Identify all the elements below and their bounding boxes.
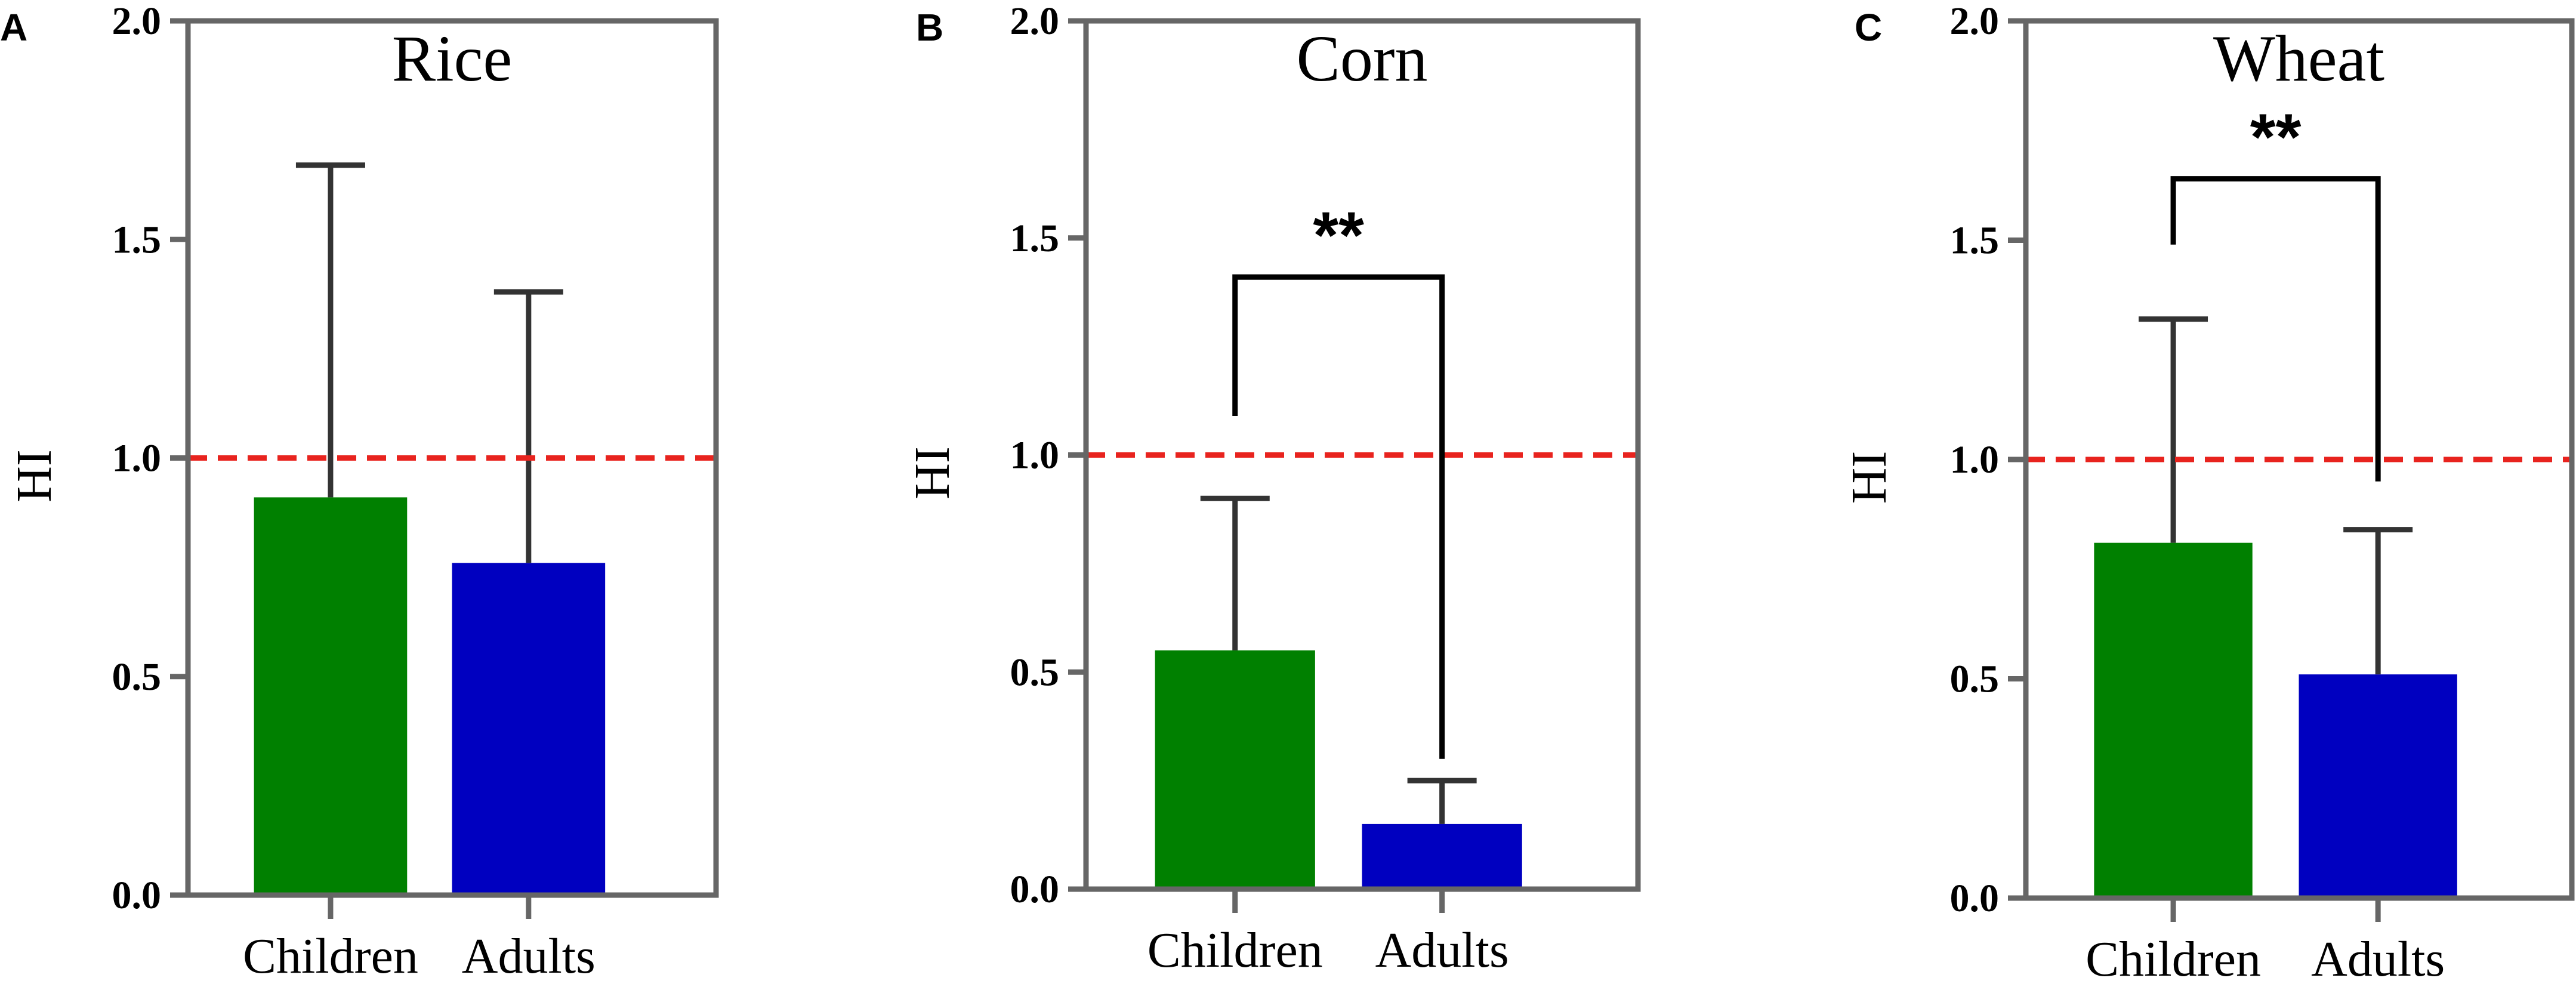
y-tick-label: 1.5 (112, 218, 162, 261)
y-tick-label: 1.0 (1010, 434, 1060, 477)
bar-adults (2299, 674, 2457, 898)
panel-label: A (0, 6, 27, 49)
y-tick-label: 1.0 (1950, 438, 2000, 482)
bar-adults (1362, 823, 1522, 889)
y-tick-label: 2.0 (1950, 0, 2000, 43)
bar-children (1155, 650, 1315, 889)
x-tick-label: Adults (462, 929, 596, 984)
y-tick-label: 2.0 (112, 0, 162, 43)
x-tick-label: Children (243, 929, 418, 984)
x-tick-label: Adults (1375, 923, 1509, 978)
y-tick-label: 0.0 (1010, 868, 1060, 911)
y-tick-label: 1.0 (112, 437, 162, 480)
chart-title: Corn (1297, 22, 1428, 95)
y-axis-label: HI (905, 446, 960, 499)
y-tick-label: 0.0 (1950, 877, 2000, 920)
y-axis-label: HI (1841, 451, 1897, 504)
bar-adults (452, 563, 606, 895)
y-tick-label: 1.5 (1950, 219, 2000, 263)
significance-label: ** (1313, 199, 1364, 272)
bar-children (2094, 542, 2253, 898)
y-tick-label: 0.5 (112, 655, 162, 699)
panel-label: C (1855, 6, 1882, 49)
y-tick-label: 2.0 (1010, 0, 1060, 43)
y-axis-label: HI (7, 449, 62, 502)
chart-title: Rice (392, 22, 513, 95)
chart-panel-b: B HI ** 0.0 0.5 1.0 1.5 2.0 Children Adults Corn (905, 0, 1641, 978)
chart-title: Wheat (2213, 22, 2384, 95)
y-tick-label: 0.0 (112, 874, 162, 917)
chart-panel-a: A HI 0.0 0.5 1.0 1.5 2.0 Children Adults Rice (0, 0, 719, 984)
significance-bracket (1232, 274, 1445, 759)
panel-label: B (916, 6, 943, 49)
significance-label: ** (2250, 101, 2302, 174)
y-tick-label: 1.5 (1010, 217, 1060, 260)
y-tick-label: 0.5 (1950, 658, 2000, 701)
x-tick-label: Children (1147, 923, 1323, 978)
x-tick-label: Adults (2311, 932, 2445, 987)
chart-panel-c: C HI ** 0.0 0.5 1.0 1.5 2.0 Children Adults Wheat (1841, 0, 2575, 987)
x-tick-label: Children (2086, 932, 2261, 987)
y-tick-label: 0.5 (1010, 650, 1060, 694)
bar-children (254, 497, 408, 895)
significance-bracket (2170, 176, 2381, 482)
